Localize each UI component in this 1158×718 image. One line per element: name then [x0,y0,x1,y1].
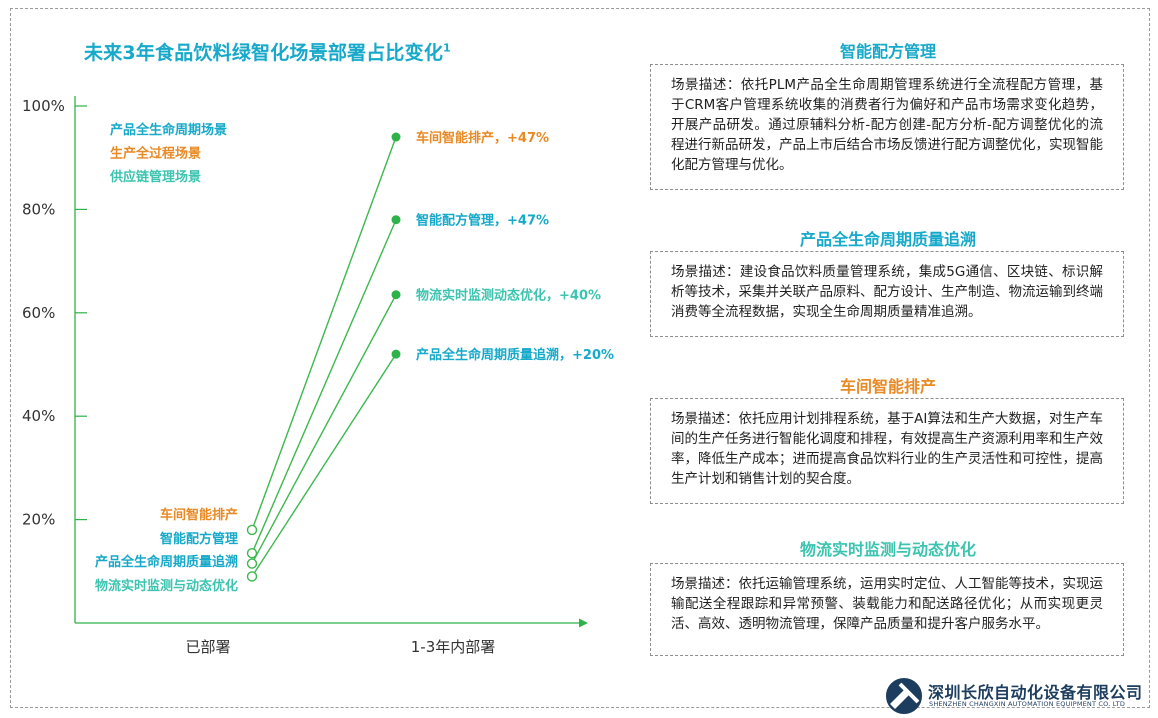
series-line [251,136,397,531]
series-end-label: 车间智能排产，+47% [416,130,549,146]
line-chart: 20% 40% 60% 80% 100% 已部署 1-3年内部署 产品全生命周期场景生产全过程… [22,96,614,656]
company-logo-name: 深圳长欣自动化设备有限公司 [928,683,1143,702]
series-start-label: 车间智能排产 [160,507,238,523]
series-end-point [391,349,401,359]
series-end-label: 产品全生命周期质量追溯，+20% [416,347,614,363]
series-start-label: 智能配方管理 [160,531,238,547]
panel-text-traceability: 场景描述：建设食品饮料质量管理系统，集成5G通信、区块链、标识解析等技术，采集并… [650,251,1124,337]
company-logo: 深圳长欣自动化设备有限公司 SHENZHEN CHANGXIN AUTOMATI… [884,676,1154,718]
series-start-label: 产品全生命周期质量追溯 [95,554,238,570]
y-tick-label: 20% [22,511,55,529]
series-end-label: 物流实时监测动态优化，+40% [416,288,601,304]
outer-frame [10,8,1150,708]
company-logo-subtitle: SHENZHEN CHANGXIN AUTOMATION EQUIPMENT C… [929,700,1126,708]
panel-title-logistics: 物流实时监测与动态优化 [799,540,976,559]
series-start-point [246,558,258,569]
panel-title-recipe: 智能配方管理 [839,42,936,61]
series-line [251,219,397,554]
title-footnote-mark: 1 [443,41,451,55]
y-tick-label: 40% [22,407,55,425]
panel-text-logistics: 场景描述：依托运输管理系统，运用实时定位、人工智能等技术，实现运输配送全程跟踪和… [650,563,1124,656]
series-start-point [246,548,258,559]
y-tick-label: 60% [22,304,55,322]
panel-title-traceability: 产品全生命周期质量追溯 [799,230,976,249]
series-end-label: 智能配方管理，+47% [416,213,549,229]
panel-text-recipe: 场景描述：依托PLM产品全生命周期管理系统进行全流程配方管理，基于CRM客户管理… [650,64,1124,190]
company-logo-icon [886,678,922,714]
legend-entry: 生产全过程场景 [110,146,201,162]
y-tick-label: 100% [22,97,65,115]
series-end-point [391,290,401,300]
series-line [251,353,397,577]
panel-title-scheduling: 车间智能排产 [839,377,936,396]
x-tick-label: 已部署 [185,638,230,656]
series-end-point [391,132,401,142]
series-start-point [246,571,258,582]
panel-text-scheduling: 场景描述：依托应用计划排程系统，基于AI算法和生产大数据，对生产车间的生产任务进… [650,398,1124,504]
legend-entry: 产品全生命周期场景 [110,122,227,138]
series-start-label: 物流实时监测与动态优化 [95,578,238,594]
series-end-point [391,215,401,225]
x-axis-arrow [579,618,588,628]
x-tick-label: 1-3年内部署 [411,638,496,656]
legend-entry: 供应链管理场景 [109,169,201,185]
series-start-point [246,524,258,536]
chart-title: 未来3年食品饮料绿智化场景部署占比变化1 [84,41,451,64]
y-tick-label: 80% [22,200,55,218]
series-line [251,294,397,564]
